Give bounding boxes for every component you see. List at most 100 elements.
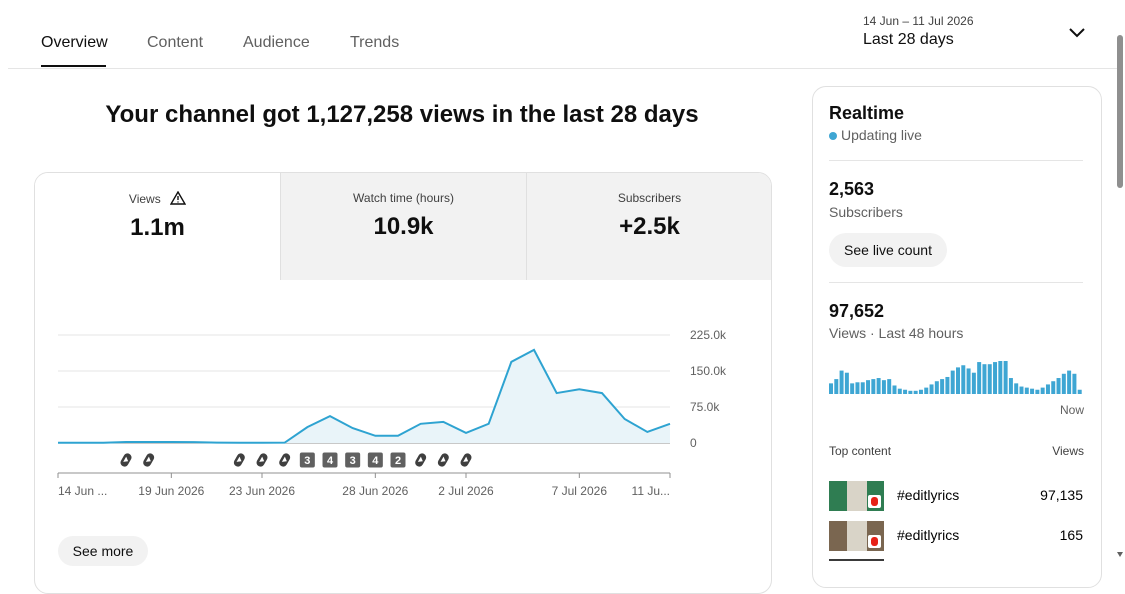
realtime-bar bbox=[987, 364, 992, 394]
shorts-badge-icon bbox=[871, 537, 878, 546]
content-views: 97,135 bbox=[1040, 487, 1083, 503]
realtime-bar bbox=[834, 379, 839, 394]
line bbox=[58, 348, 671, 444]
metric-tab[interactable]: Views 1.1m bbox=[35, 173, 280, 280]
realtime-bar bbox=[945, 376, 950, 394]
realtime-bar bbox=[1077, 389, 1082, 394]
realtime-bar bbox=[839, 370, 844, 394]
metric-value: 1.1m bbox=[130, 214, 185, 241]
realtime-bar bbox=[982, 364, 987, 394]
live-dot bbox=[829, 132, 837, 140]
realtime-bar bbox=[844, 372, 849, 394]
realtime-bar bbox=[918, 389, 923, 394]
realtime-bar bbox=[1061, 373, 1066, 394]
shorts-icon bbox=[437, 453, 449, 467]
realtime-bar bbox=[940, 379, 945, 394]
date-label[interactable]: Last 28 days bbox=[863, 31, 954, 48]
shorts-play bbox=[281, 456, 287, 462]
shorts-play bbox=[259, 456, 265, 462]
tab[interactable]: Overview bbox=[41, 34, 108, 51]
y-tick-label: 225.0k bbox=[690, 328, 727, 342]
subscriber-label: Subscribers bbox=[829, 204, 903, 220]
upload-count: 4 bbox=[327, 455, 334, 467]
shorts-icon bbox=[256, 453, 268, 467]
metric-tab[interactable]: Subscribers +2.5k bbox=[526, 173, 771, 280]
tab[interactable]: Trends bbox=[350, 34, 400, 51]
thumbnail-image bbox=[847, 481, 867, 511]
realtime-bar bbox=[1024, 387, 1029, 394]
y-tick-label: 0 bbox=[690, 436, 697, 450]
upload-marker bbox=[390, 452, 406, 468]
realtime-bar bbox=[1035, 389, 1040, 394]
scroll-arrow bbox=[1117, 552, 1123, 557]
views-count: 97,652 bbox=[829, 301, 885, 321]
realtime-bar bbox=[993, 362, 998, 394]
metrics-card: Views 1.1m Watch time (hours) 10.9k Subs… bbox=[34, 172, 772, 594]
realtime-bar bbox=[929, 384, 934, 394]
realtime-bar bbox=[850, 383, 855, 394]
metric-tab[interactable]: Watch time (hours) 10.9k bbox=[280, 173, 526, 280]
upload-count: 3 bbox=[350, 455, 356, 467]
date-range[interactable]: 14 Jun – 11 Jul 2026 bbox=[863, 14, 974, 28]
content-title[interactable]: #editlyrics bbox=[897, 527, 959, 543]
graphics: 0 75.0k 150.0k 225.0k 14 Jun ... 19 Jun 2026 2… bbox=[57, 328, 1123, 561]
warning-icon bbox=[169, 190, 187, 205]
realtime-bar bbox=[971, 372, 976, 394]
realtime-bar bbox=[961, 365, 966, 394]
tab[interactable]: Content bbox=[147, 34, 204, 51]
shorts-icon bbox=[460, 453, 472, 467]
metric-value: 10.9k bbox=[373, 213, 434, 240]
shorts-badge-icon bbox=[871, 497, 878, 506]
live-count-button[interactable]: See live count bbox=[829, 233, 947, 267]
realtime-bar bbox=[829, 383, 833, 394]
realtime-bar bbox=[956, 367, 960, 394]
dropdown-chevron[interactable] bbox=[1068, 27, 1086, 39]
realtime-bar bbox=[897, 388, 902, 394]
bars-end-label: Now bbox=[1059, 403, 1084, 417]
thumbnail bbox=[829, 559, 884, 561]
realtime-bar bbox=[998, 361, 1003, 394]
metric-label: Subscribers bbox=[617, 191, 682, 205]
realtime-title: Realtime bbox=[829, 103, 905, 123]
realtime-bar bbox=[855, 382, 860, 394]
realtime-bar bbox=[860, 382, 865, 394]
realtime-bar bbox=[1019, 386, 1024, 394]
x-tick-label: 2 Jul 2026 bbox=[438, 484, 494, 498]
realtime-bar bbox=[903, 389, 908, 394]
realtime-bar bbox=[913, 390, 918, 394]
realtime-bar bbox=[1014, 383, 1019, 394]
x-tick-label: 28 Jun 2026 bbox=[342, 484, 408, 498]
divider bbox=[829, 160, 1083, 161]
metric-value: +2.5k bbox=[619, 213, 680, 240]
realtime-bar bbox=[866, 380, 871, 394]
shorts-icon bbox=[233, 453, 245, 467]
x-tick-label: 19 Jun 2026 bbox=[138, 484, 204, 498]
headline: Your channel got 1,127,258 views in the … bbox=[105, 101, 699, 128]
realtime-bar bbox=[966, 368, 971, 394]
tab[interactable]: Audience bbox=[243, 34, 310, 51]
realtime-bar bbox=[977, 362, 982, 394]
realtime-bar bbox=[871, 379, 876, 394]
thumbnail-image bbox=[847, 521, 867, 551]
x-tick-label: 23 Jun 2026 bbox=[229, 484, 295, 498]
upload-count: 3 bbox=[304, 455, 310, 467]
views-label: Views · Last 48 hours bbox=[829, 325, 964, 341]
views-header: Views bbox=[1052, 444, 1084, 458]
upload-marker bbox=[322, 452, 338, 468]
shorts-play bbox=[123, 456, 129, 462]
realtime-bar bbox=[1051, 381, 1056, 394]
x-tick-label: 11 Ju... bbox=[632, 484, 670, 498]
realtime-bar bbox=[1067, 370, 1072, 394]
scrollbar-thumb[interactable] bbox=[1117, 35, 1123, 188]
shorts-icon bbox=[143, 453, 155, 467]
tab-underline bbox=[41, 65, 106, 67]
realtime-bar bbox=[1003, 361, 1008, 394]
upload-marker bbox=[299, 452, 315, 468]
divider bbox=[8, 68, 1117, 69]
shorts-play bbox=[463, 456, 469, 462]
upload-count: 2 bbox=[395, 455, 401, 467]
y-tick-label: 150.0k bbox=[690, 364, 727, 378]
shorts-play bbox=[145, 456, 151, 462]
realtime-bar bbox=[881, 380, 886, 394]
content-title[interactable]: #editlyrics bbox=[897, 487, 959, 503]
